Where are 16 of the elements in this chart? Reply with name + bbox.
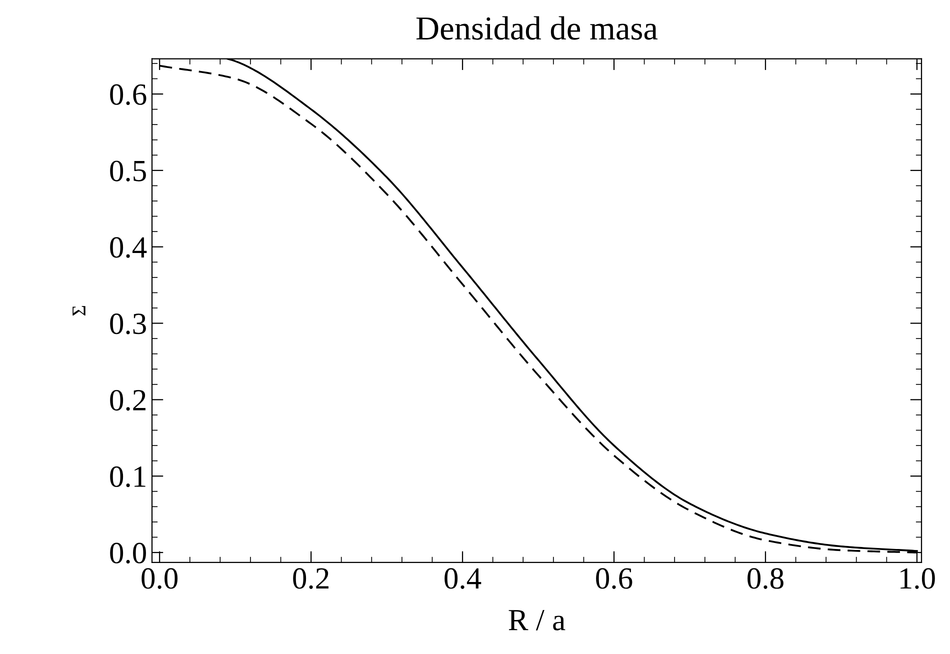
y-tick-label: 0.3 xyxy=(110,314,146,334)
y-axis-title: Σ xyxy=(72,306,86,316)
x-tick-label: 0.4 xyxy=(444,568,482,589)
y-tick-label: 0.2 xyxy=(110,390,146,411)
y-tick-label: 0.0 xyxy=(110,542,146,564)
x-tick-label: 0.8 xyxy=(748,568,784,589)
y-tick-label: 0.6 xyxy=(110,84,146,106)
y-tick-label: 0.5 xyxy=(110,160,146,182)
x-axis-title: R / a xyxy=(508,610,566,630)
y-tick-label: 0.4 xyxy=(110,237,147,258)
y-tick-label: 0.1 xyxy=(110,466,146,488)
x-tick-label: 0.2 xyxy=(293,568,328,589)
x-tick-label: 0.6 xyxy=(596,568,632,589)
x-tick-label: 1.0 xyxy=(900,568,935,589)
chart-title: Densidad de masa xyxy=(416,16,658,40)
x-tick-label: 0.0 xyxy=(142,568,178,589)
